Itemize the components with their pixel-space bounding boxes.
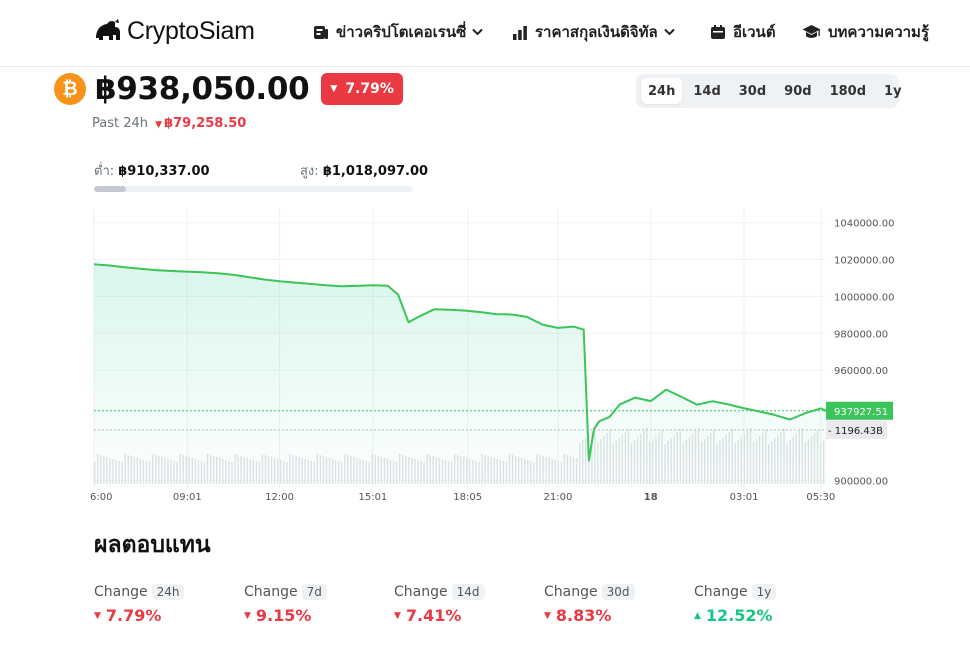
volume-label: - 1196.43B [828, 426, 883, 437]
price-area [94, 264, 826, 488]
time-range-tabs: 24h 14d 30d 90d 180d 1y [636, 74, 902, 108]
current-price: ฿938,050.00 [95, 71, 310, 107]
tab-30d[interactable]: 30d [738, 83, 767, 99]
tab-14d[interactable]: 14d [693, 83, 721, 99]
change-label: Change [244, 584, 298, 600]
triangle-down-icon: ▼ [544, 610, 551, 621]
calendar-icon [711, 25, 725, 39]
low-high-range-bar [94, 186, 413, 192]
news-icon [314, 25, 328, 39]
return-value: 9.15% [255, 606, 312, 625]
change-label: Change [394, 584, 448, 600]
period-badge: 1y [751, 584, 777, 600]
returns-title: ผลตอบแทน [94, 532, 211, 558]
triangle-up-icon: ▲ [694, 610, 701, 621]
high-24h: สูง: ฿1,018,097.00 [300, 160, 428, 181]
tab-90d[interactable]: 90d [784, 83, 812, 99]
triangle-down-icon: ▼ [244, 610, 251, 621]
tab-1y[interactable]: 1y [884, 83, 902, 99]
triangle-down-icon: ▼ [155, 120, 163, 130]
x-tick-label: 05:30 [806, 492, 835, 503]
triangle-down-icon: ▼ [394, 610, 401, 621]
return-7d: Change 7d ▼ 9.15% [244, 584, 327, 625]
past-24h-change: ฿79,258.50 [164, 116, 247, 131]
y-tick-label: 900000.00 [834, 477, 888, 488]
y-tick-label: 980000.00 [834, 329, 888, 340]
x-tick-label: 18 [644, 492, 658, 503]
high-label: สูง: [300, 164, 319, 179]
change-label: Change [94, 584, 148, 600]
price-line [93, 263, 827, 462]
high-value: ฿1,018,097.00 [322, 164, 429, 179]
nav-news-label: ข่าวคริปโตเคอเรนซี่ [336, 23, 467, 41]
x-tick-label: 12:00 [265, 492, 294, 503]
y-tick-label: 960000.00 [834, 366, 888, 377]
x-tick-label: 15:01 [358, 492, 387, 503]
return-30d: Change 30d ▼ 8.83% [544, 584, 635, 625]
price-row: ₿ ฿938,050.00 ▼ 7.79% [54, 70, 403, 108]
past-24h-label: Past 24h [92, 116, 149, 131]
x-tick-label: 6:00 [90, 492, 112, 503]
siam-elephant-icon [96, 19, 120, 40]
tab-24h[interactable]: 24h [641, 78, 683, 104]
bar-chart-icon [513, 25, 527, 40]
return-14d: Change 14d ▼ 7.41% [394, 584, 485, 625]
period-badge: 24h [151, 584, 185, 600]
change-label: Change [694, 584, 748, 600]
price-change-badge: ▼ 7.79% [321, 73, 403, 105]
x-tick-label: 09:01 [173, 492, 202, 503]
nav-articles-label: บทความความรู้ [828, 23, 930, 41]
graduation-cap-icon [802, 25, 821, 38]
low-label: ต่ำ: [94, 164, 115, 179]
nav-news[interactable]: ข่าวคริปโตเคอเรนซี่ [313, 20, 484, 44]
return-1y: Change 1y ▲ 12.52% [694, 584, 777, 625]
low-value: ฿910,337.00 [118, 164, 210, 179]
change-label: Change [544, 584, 598, 600]
period-badge: 14d [451, 584, 485, 600]
current-price-tag [826, 401, 893, 420]
nav-events-label: อีเวนต์ [733, 23, 776, 41]
return-value: 8.83% [555, 606, 612, 625]
nav-prices-label: ราคาสกุลเงินดิจิทัล [535, 23, 658, 41]
y-tick-label: 1040000.00 [834, 219, 894, 230]
tab-180d[interactable]: 180d [829, 83, 867, 99]
chevron-down-icon [663, 28, 675, 36]
period-badge: 30d [601, 584, 635, 600]
volume-tag [826, 421, 887, 439]
price-change-value: 7.79% [345, 81, 394, 97]
current-price-label: 937927.51 [834, 407, 888, 418]
chevron-down-icon [472, 28, 484, 36]
x-tick-label: 21:00 [544, 492, 573, 503]
return-value: 7.41% [405, 606, 462, 625]
nav-articles[interactable]: บทความความรู้ [802, 20, 929, 44]
return-24h: Change 24h ▼ 7.79% [94, 584, 185, 625]
triangle-down-icon: ▼ [330, 84, 338, 94]
price-chart[interactable]: 937927.51 - 1196.43B 1040000.00 1020000.00 1… [0, 200, 970, 510]
y-tick-label: 1020000.00 [834, 256, 894, 267]
x-tick-label: 03:01 [730, 492, 759, 503]
period-badge: 7d [301, 584, 327, 600]
nav-prices[interactable]: ราคาสกุลเงินดิจิทัล [512, 20, 675, 44]
logo-text: CryptoSiam [127, 16, 255, 45]
bitcoin-icon: ₿ [54, 73, 86, 105]
return-value: 7.79% [105, 606, 162, 625]
past-24h: Past 24h ▼ ฿79,258.50 [92, 116, 246, 131]
nav-events[interactable]: อีเวนต์ [710, 20, 776, 44]
triangle-down-icon: ▼ [94, 610, 101, 621]
return-value: 12.52% [705, 606, 773, 625]
x-tick-label: 18:05 [453, 492, 482, 503]
low-24h: ต่ำ: ฿910,337.00 [94, 160, 210, 181]
top-navbar: CryptoSiam ข่าวคริปโตเคอเรนซี่ ราคาสกุลเ… [0, 0, 970, 67]
y-tick-label: 1000000.00 [834, 292, 894, 303]
low-high-range-fill [94, 186, 126, 192]
logo[interactable]: CryptoSiam [93, 16, 255, 46]
